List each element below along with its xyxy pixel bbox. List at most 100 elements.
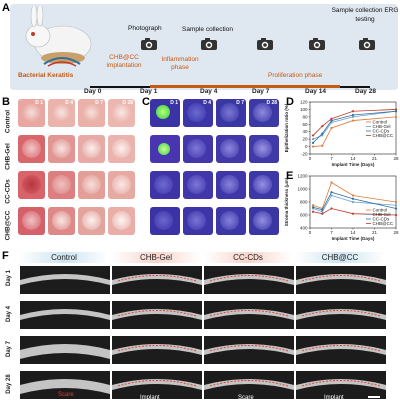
implantation-text: CHB@CC implantation — [106, 54, 142, 69]
fluorescein-photo — [150, 135, 180, 163]
eye-photo — [48, 135, 75, 163]
legend-entry: Control — [373, 207, 388, 212]
day-28-label: Day 28 — [355, 88, 376, 95]
oct-image — [112, 301, 202, 329]
data-point-CHB-Gel — [330, 194, 333, 197]
eye-photo — [48, 171, 75, 199]
eye-photo — [18, 207, 45, 235]
data-point-CHB@CC — [321, 125, 324, 128]
eye-photo: D 7 — [78, 99, 105, 127]
eye-photo: D 1 — [18, 99, 45, 127]
chart-stroma-thickness: 0 7 14 21 28 400 600 800 1000 1200 Implant Time (D… — [284, 174, 399, 242]
day-tag: D 1 — [35, 100, 43, 106]
data-point-CHB-Gel — [394, 204, 398, 207]
oct-image — [20, 301, 110, 329]
scare-annotation-1: Scare — [58, 392, 74, 398]
data-point-CHB@CC — [321, 212, 324, 215]
oct-image — [296, 266, 386, 294]
eye-photo: D 4 — [48, 99, 75, 127]
x-tick-label: 28 — [393, 156, 399, 161]
panel-label-a: A — [2, 2, 10, 14]
day-4-label: Day 4 — [200, 88, 218, 95]
oct-image — [296, 336, 386, 364]
data-point-CHB@CC — [311, 210, 315, 213]
y-tick-label: 1200 — [297, 174, 308, 179]
x-tick-label: 7 — [330, 230, 333, 235]
data-point-CHB-Gel — [321, 210, 324, 213]
oct-image — [20, 336, 110, 364]
data-point-CC-CDs — [351, 197, 355, 200]
day-tag: D 28 — [266, 100, 277, 106]
fluorescein-photo — [216, 135, 246, 163]
eye-photo — [48, 207, 75, 235]
data-point-CC-CDs — [351, 113, 355, 117]
day-tag: D 7 — [95, 100, 103, 106]
data-point-CHB@CC — [330, 117, 333, 120]
panel-label-e: E — [286, 170, 294, 182]
eye-photo — [78, 171, 105, 199]
data-point-CC-CDs — [321, 132, 324, 135]
oct-image — [112, 371, 202, 399]
eye-photo — [78, 207, 105, 235]
data-point-CC-CDs — [394, 110, 398, 113]
oct-image — [204, 301, 294, 329]
legend-entry: CHB-Gel — [373, 212, 391, 217]
day-tag: D 1 — [170, 100, 178, 106]
fluorescein-photo — [249, 135, 279, 163]
row-label-day-7: Day 7 — [6, 341, 12, 358]
row-label-day-28: Day 28 — [6, 374, 12, 394]
y-tick-label: 600 — [300, 213, 308, 218]
x-tick-label: 14 — [350, 230, 356, 235]
oct-image — [204, 336, 294, 364]
data-point-CC-CDs — [321, 208, 324, 211]
data-point-CC-CDs — [394, 207, 398, 210]
legend-entry: CC-CDs — [373, 128, 390, 133]
column-header-chb-cc: CHB@CC — [296, 252, 384, 263]
data-point-CHB@CC — [351, 110, 355, 113]
eye-photo — [18, 135, 45, 163]
implant-annotation-2: Implant — [324, 395, 344, 401]
y-axis-label: Stroma thickness (μm) — [284, 177, 289, 226]
oct-image — [204, 266, 294, 294]
fluorescein-photo — [216, 207, 246, 235]
eye-schematic — [43, 57, 81, 67]
data-point-CC-CDs — [330, 191, 333, 194]
oct-image — [204, 371, 294, 399]
y-tick-label: 400 — [300, 226, 308, 231]
eye-photo — [108, 207, 135, 235]
column-header-cc-cds: CC-CDs — [204, 252, 292, 263]
fluorescein-photo: D 7 — [216, 99, 246, 127]
legend-entry: CC-CDs — [373, 216, 390, 221]
fluorescein-photo — [150, 207, 180, 235]
x-tick-label: 14 — [350, 156, 356, 161]
y-tick-label: 800 — [300, 200, 308, 205]
proliferation-label: Proliferation phase — [268, 72, 323, 79]
data-point-Control — [330, 126, 333, 130]
fluorescein-photo — [183, 207, 213, 235]
fluorescein-photo: D 4 — [183, 99, 213, 127]
photograph-label: Photograph — [128, 25, 162, 32]
implant-annotation-1: Implant — [140, 395, 160, 401]
panel-b-grid: D 1 D 4 D 7 D 28 — [18, 99, 138, 244]
eye-photo — [18, 171, 45, 199]
implantation-label: CHB@CC implantation — [96, 54, 152, 70]
camera-icon — [200, 37, 218, 51]
legend-entry: Control — [373, 119, 388, 124]
data-point-CHB-Gel — [321, 134, 324, 137]
x-axis-label: Implant Time (Days) — [332, 236, 375, 241]
panel-c-grid: D 1 D 4 D 7 D 28 — [150, 99, 280, 244]
fluorescein-photo — [249, 207, 279, 235]
column-header-control: Control — [20, 252, 108, 263]
y-tick-label: -20 — [301, 152, 308, 157]
y-tick-label: 1000 — [297, 187, 308, 192]
eye-photo — [78, 135, 105, 163]
day-7-label: Day 7 — [252, 88, 270, 95]
day-tag: D 4 — [65, 100, 73, 106]
legend-entry: CHB-Gel — [373, 124, 391, 129]
day-0-label: Day 0 — [84, 88, 102, 95]
data-point-Control — [311, 145, 315, 148]
x-tick-label: 21 — [372, 230, 378, 235]
y-axis-label: Epithelization ratio (%) — [284, 103, 289, 152]
data-point-CHB-Gel — [351, 200, 355, 204]
